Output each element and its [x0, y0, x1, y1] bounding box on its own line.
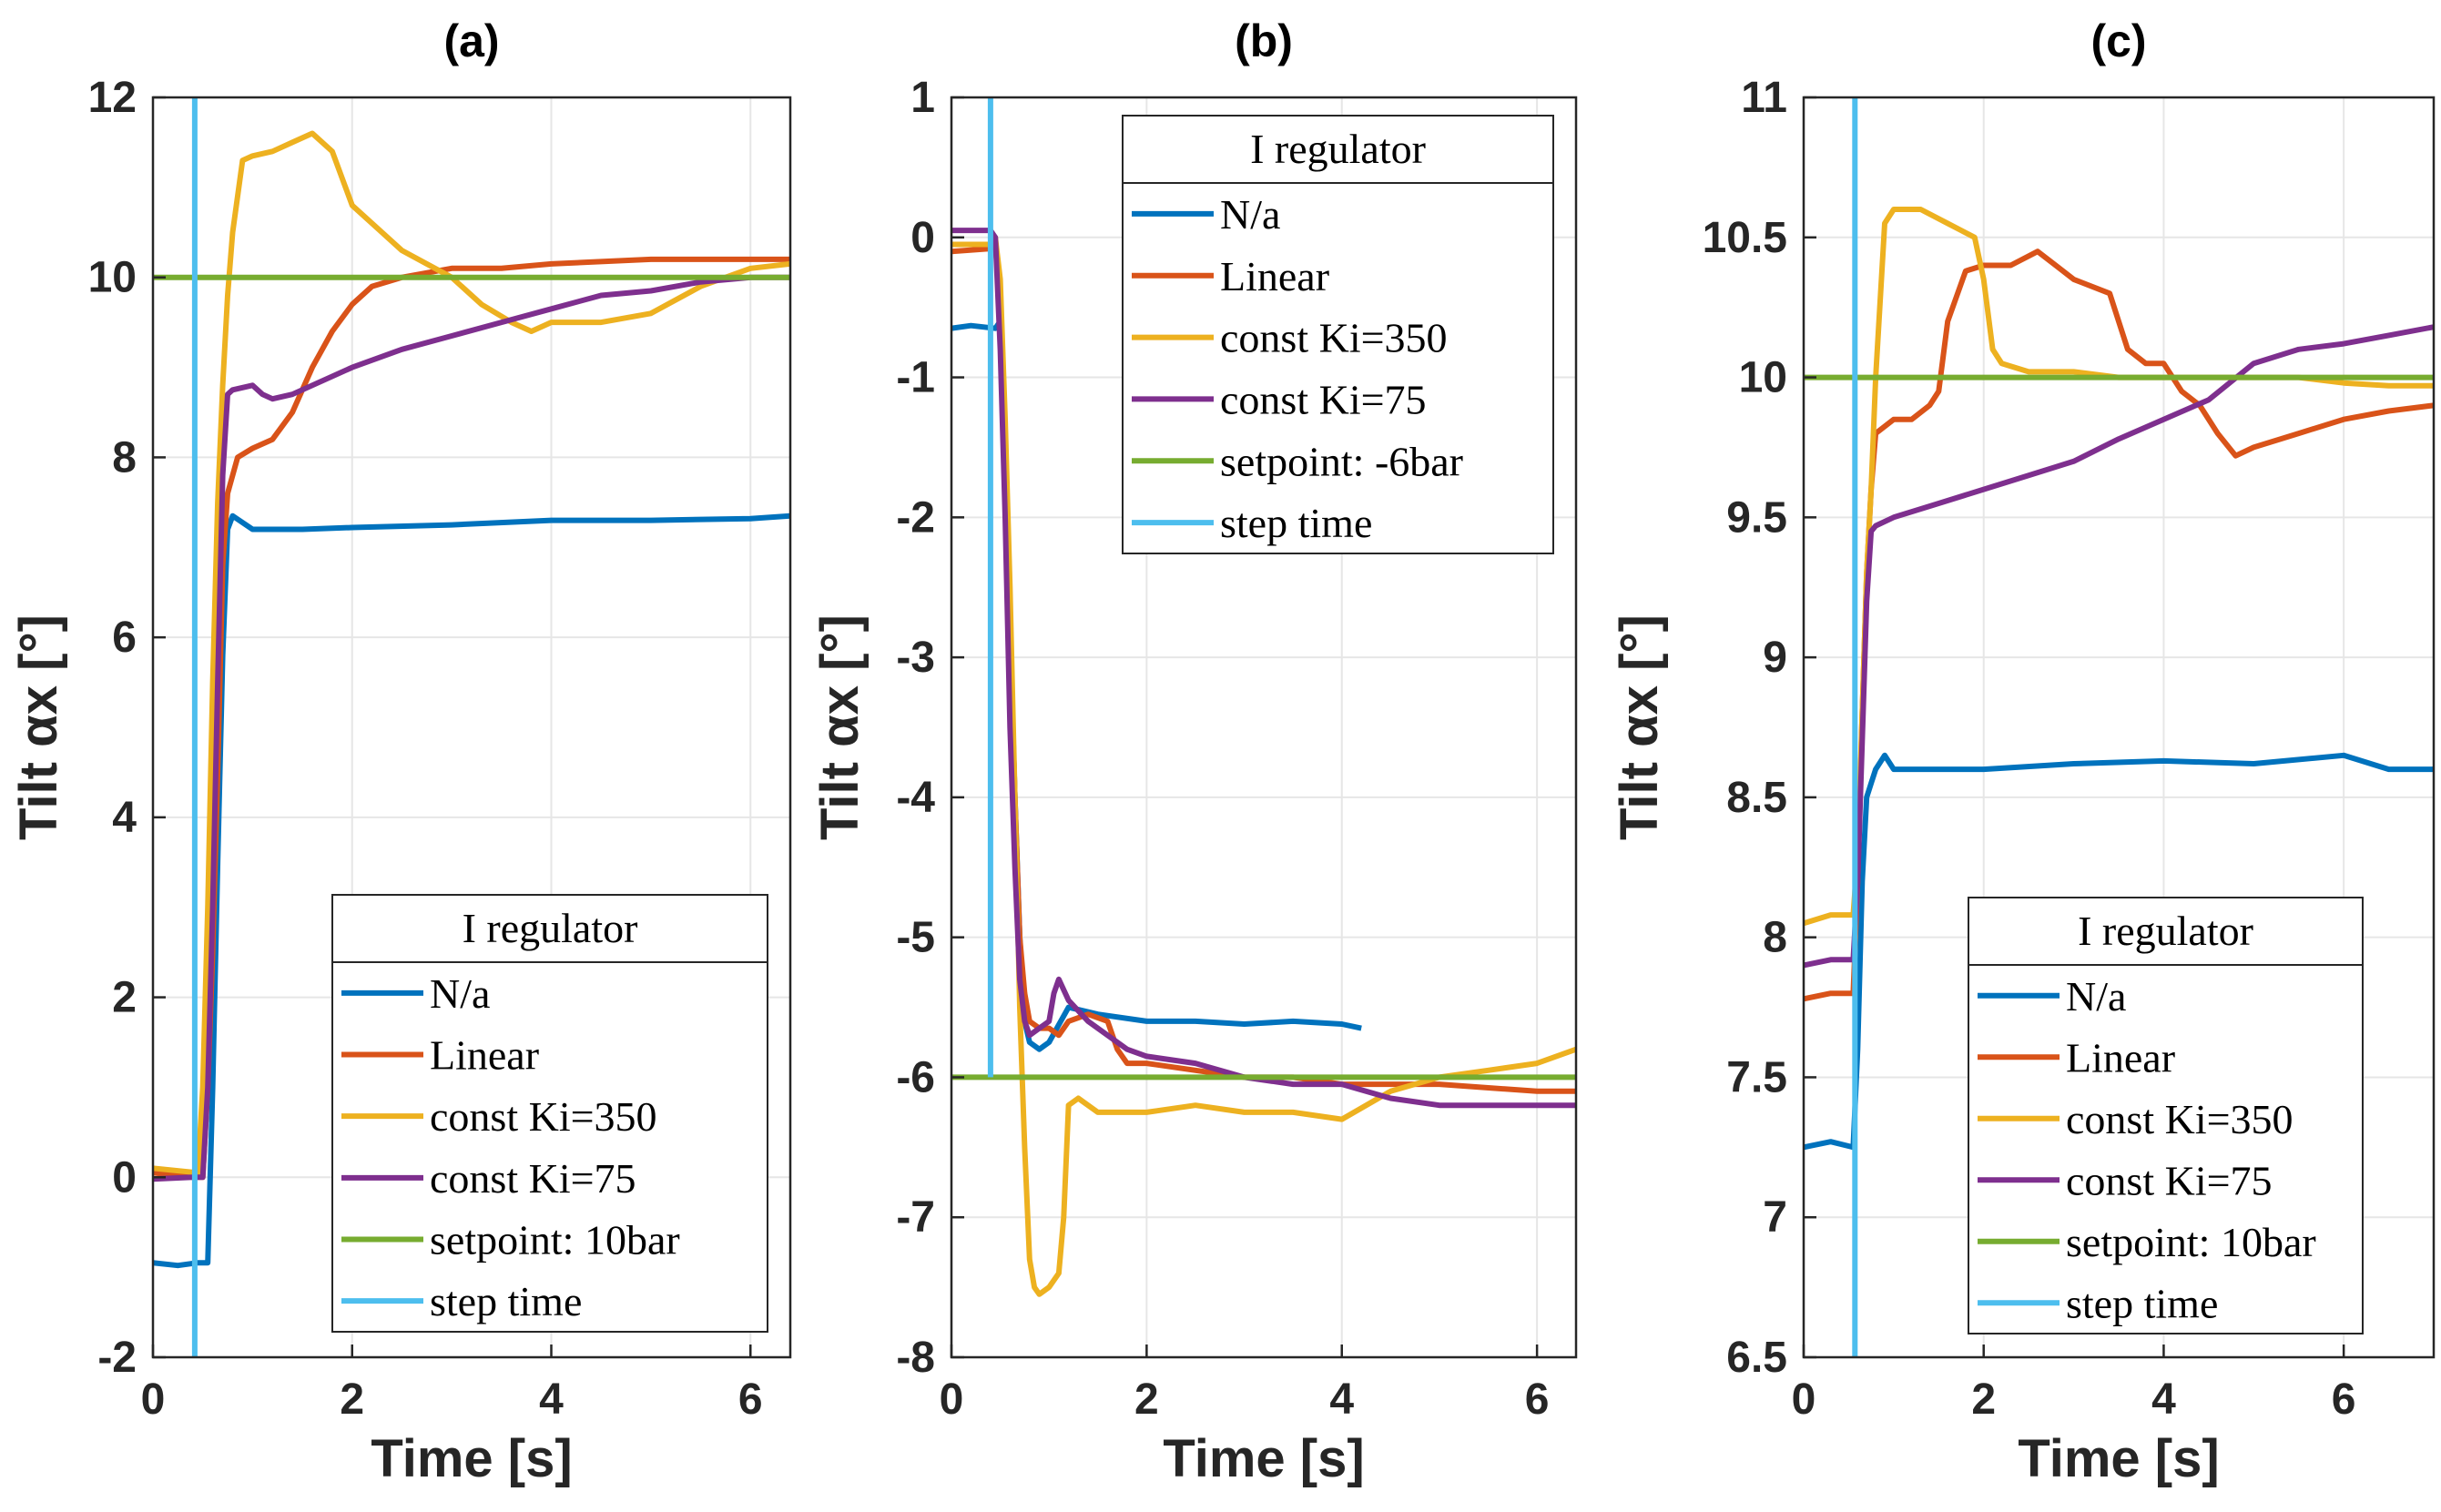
legend-entry-n-a: N/a [430, 970, 490, 1017]
legend-entry-step-time: step time [1220, 500, 1372, 546]
legend-entry-step-time: step time [2066, 1280, 2218, 1326]
series-line-const-ki-75 [153, 274, 790, 1182]
x-tick-label: 2 [340, 1375, 364, 1424]
legend-entry-linear: Linear [1220, 253, 1329, 299]
x-tick-label: 0 [1792, 1375, 1816, 1424]
x-tick-label: 4 [539, 1375, 564, 1424]
legend-entry-n-a: N/a [1220, 191, 1280, 238]
axes-box [151, 96, 792, 1359]
legend-entry-linear: Linear [2066, 1034, 2175, 1081]
legend-box [331, 894, 768, 1333]
legend-entry-const-ki-350: const Ki=350 [1220, 315, 1448, 361]
legend-entry-setpoint-10bar: setpoint: 10bar [2066, 1219, 2316, 1265]
panel-c: 0 2 4 6 6.5 7 7.5 8 8.5 9 9.5 10 10.5 11 (c) Time [s] Ti… [1610, 15, 2436, 1488]
chart-title: (b) [1235, 15, 1293, 66]
y-tick-label: 7 [1763, 1193, 1787, 1242]
y-tick-label: 9 [1763, 634, 1787, 682]
chart-title: (a) [443, 15, 499, 66]
y-axis-label: Tilt αx [°] [9, 614, 68, 840]
y-tick-label: 8 [112, 433, 137, 482]
y-axis-label: Tilt αx [°] [810, 614, 870, 840]
x-tick-label: 6 [2332, 1375, 2356, 1424]
y-tick-label: 10 [1739, 354, 1787, 402]
y-tick-label: -2 [896, 493, 935, 542]
series-line-const-ki-350 [153, 130, 790, 1176]
y-tick-label: -2 [97, 1334, 137, 1382]
x-tick-label: 4 [2151, 1375, 2176, 1424]
x-tick-label: 6 [1525, 1375, 1550, 1424]
y-tick-label: -6 [896, 1053, 935, 1101]
legend-entry-setpoint-6bar: setpoint: -6bar [1220, 438, 1463, 484]
series-line-linear [1804, 249, 2434, 1002]
legend: I regulator N/a Linear const Ki=350 const Ki… [1122, 115, 1554, 554]
x-axis-label: Time [s] [2018, 1429, 2219, 1488]
x-tick-label: 0 [940, 1375, 964, 1424]
legend-title: I regulator [463, 905, 638, 951]
y-tick-label: 2 [112, 974, 137, 1022]
y-tick-label: 7.5 [1726, 1053, 1787, 1101]
x-tick-label: 2 [1971, 1375, 1996, 1424]
legend-entry-const-ki-75: const Ki=75 [430, 1155, 636, 1202]
y-tick-label: -8 [896, 1334, 935, 1382]
series-group [1804, 97, 2434, 1357]
legend-title: I regulator [2078, 908, 2253, 954]
legend-title: I regulator [1250, 126, 1426, 172]
y-tick-label: 0 [112, 1153, 137, 1202]
y-tick-label: -4 [896, 774, 935, 822]
series-line-n-a [153, 512, 790, 1269]
y-tick-label: -7 [896, 1193, 935, 1242]
x-tick-label: 0 [141, 1375, 166, 1424]
legend-box [1968, 897, 2364, 1334]
legend-entry-const-ki-350: const Ki=350 [2066, 1096, 2294, 1142]
legend-entry-const-ki-75: const Ki=75 [1220, 376, 1427, 422]
y-tick-label: 10 [88, 254, 137, 302]
legend-entry-setpoint-10bar: setpoint: 10bar [430, 1217, 680, 1263]
legend: I regulator N/a Linear const Ki=350 const Ki… [331, 894, 768, 1333]
x-axis-label: Time [s] [371, 1429, 572, 1488]
x-axis-label: Time [s] [1163, 1429, 1364, 1488]
y-tick-label: 0 [910, 214, 935, 262]
series-line-const-ki-75 [1804, 324, 2434, 969]
x-tick-label: 4 [1329, 1375, 1354, 1424]
chart-title: (c) [2090, 15, 2146, 66]
y-axis-label: Tilt αx [°] [1610, 614, 1669, 840]
legend-entry-step-time: step time [430, 1278, 582, 1324]
y-tick-label: 8.5 [1726, 774, 1787, 822]
series-line-const-ki-75 [951, 228, 1576, 1109]
y-tick-label: 4 [112, 794, 137, 842]
series-group [951, 97, 1576, 1297]
legend-entry-n-a: N/a [2066, 973, 2126, 1020]
legend-box [1122, 115, 1554, 554]
series-group [153, 97, 790, 1357]
legend-entry-linear: Linear [430, 1032, 539, 1079]
axes-box [950, 96, 1578, 1359]
legend-entry-const-ki-350: const Ki=350 [430, 1093, 657, 1140]
y-tick-label: 11 [1741, 74, 1787, 122]
legend-entry-const-ki-75: const Ki=75 [2066, 1157, 2273, 1203]
y-tick-label: -5 [896, 914, 935, 962]
y-tick-label: -3 [896, 634, 935, 682]
y-tick-label: 9.5 [1726, 493, 1787, 542]
y-tick-label: -1 [896, 354, 935, 402]
y-tick-label: 12 [88, 74, 137, 122]
x-tick-label: 6 [738, 1375, 763, 1424]
x-tick-label: 2 [1134, 1375, 1159, 1424]
y-tick-label: 8 [1763, 914, 1787, 962]
axes-box [1802, 96, 2436, 1359]
y-tick-label: 1 [910, 74, 935, 122]
series-line-const-ki-350 [951, 234, 1576, 1297]
legend: I regulator N/a Linear const Ki=350 const Ki… [1968, 897, 2364, 1334]
y-tick-label: 6.5 [1726, 1334, 1787, 1382]
y-tick-label: 10.5 [1703, 214, 1787, 262]
panel-b: 0 2 4 6 -8 -7 -6 -5 -4 -3 -2 -1 0 1 (b) Time [s] Tilt αx… [810, 15, 1578, 1488]
y-tick-label: 6 [112, 614, 137, 662]
